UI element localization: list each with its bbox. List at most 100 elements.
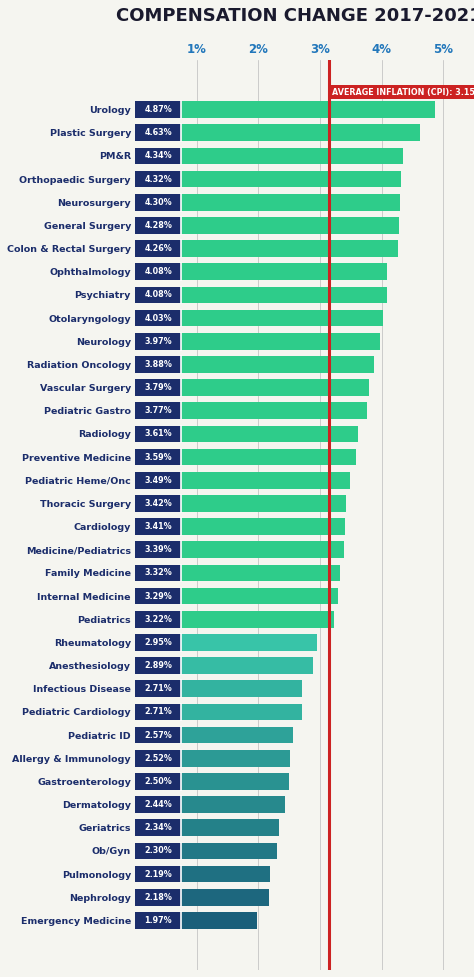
Text: 3.97%: 3.97%	[145, 337, 172, 346]
Bar	[135, 124, 182, 141]
Bar	[135, 495, 346, 512]
Text: 2.18%: 2.18%	[144, 893, 172, 902]
Bar	[135, 703, 182, 720]
Bar	[135, 912, 182, 929]
Bar	[135, 426, 182, 443]
Bar	[135, 912, 256, 929]
Bar	[135, 240, 398, 257]
Bar	[135, 749, 291, 767]
Bar	[135, 333, 380, 350]
Bar	[135, 426, 357, 443]
Bar	[135, 356, 182, 372]
Bar	[135, 264, 387, 280]
Bar	[135, 634, 317, 651]
Bar	[135, 310, 182, 326]
Text: 3.29%: 3.29%	[145, 591, 172, 601]
Text: 3.22%: 3.22%	[144, 615, 172, 623]
Bar	[135, 820, 182, 836]
Text: 2.71%: 2.71%	[145, 707, 172, 716]
Bar	[135, 634, 182, 651]
Text: 4.08%: 4.08%	[145, 290, 172, 299]
Text: 2.52%: 2.52%	[144, 753, 172, 763]
Text: 4.30%: 4.30%	[145, 197, 172, 207]
Bar	[135, 403, 182, 419]
Bar	[135, 217, 399, 234]
Text: 3.49%: 3.49%	[145, 476, 172, 485]
Text: 3.77%: 3.77%	[145, 406, 172, 415]
Bar	[135, 217, 182, 234]
Bar	[135, 611, 334, 627]
Bar	[135, 820, 279, 836]
Bar	[135, 889, 269, 906]
Bar	[135, 866, 182, 882]
Bar	[135, 518, 345, 534]
Bar	[135, 148, 402, 164]
Bar	[135, 842, 182, 859]
Text: 3.41%: 3.41%	[145, 522, 172, 531]
Text: 4.26%: 4.26%	[145, 244, 172, 253]
Bar	[135, 866, 270, 882]
Text: 2.19%: 2.19%	[145, 870, 172, 878]
Text: 1.97%: 1.97%	[145, 915, 172, 925]
Bar	[135, 286, 387, 303]
Text: 2.34%: 2.34%	[145, 824, 172, 832]
Bar	[135, 193, 182, 211]
Bar	[135, 403, 367, 419]
Bar	[135, 727, 182, 743]
Bar	[135, 240, 182, 257]
Bar	[135, 333, 182, 350]
Bar	[135, 472, 182, 488]
Text: 2.44%: 2.44%	[145, 800, 172, 809]
Text: AVERAGE INFLATION (CPI): 3.15%: AVERAGE INFLATION (CPI): 3.15%	[332, 88, 474, 97]
Bar	[135, 193, 400, 211]
Bar	[135, 286, 182, 303]
Bar	[135, 680, 302, 697]
Bar	[135, 658, 313, 674]
Text: 3.39%: 3.39%	[145, 545, 172, 554]
Bar	[135, 703, 302, 720]
Bar	[135, 889, 182, 906]
Bar	[135, 102, 435, 118]
Bar	[135, 588, 182, 605]
Bar	[135, 727, 293, 743]
Text: 3.32%: 3.32%	[145, 569, 172, 577]
Bar	[135, 472, 350, 488]
Bar	[135, 658, 182, 674]
Text: 3.61%: 3.61%	[145, 429, 172, 439]
Text: 2.50%: 2.50%	[145, 777, 172, 786]
Text: 2.57%: 2.57%	[145, 731, 172, 740]
Text: 4.03%: 4.03%	[145, 314, 172, 322]
Text: 4.87%: 4.87%	[145, 106, 172, 114]
Text: 2.71%: 2.71%	[145, 684, 172, 694]
Bar	[135, 588, 338, 605]
Bar	[135, 749, 182, 767]
Bar	[135, 264, 182, 280]
Text: 2.95%: 2.95%	[145, 638, 172, 647]
Bar	[135, 310, 383, 326]
Bar	[135, 448, 182, 465]
Text: 4.08%: 4.08%	[145, 267, 172, 276]
Bar	[135, 796, 182, 813]
Text: 3.79%: 3.79%	[145, 383, 172, 392]
Bar	[135, 171, 401, 188]
Bar	[135, 541, 344, 558]
Text: 4.63%: 4.63%	[145, 128, 172, 137]
Text: 4.32%: 4.32%	[145, 175, 172, 184]
Bar	[135, 171, 182, 188]
Text: 3.42%: 3.42%	[145, 499, 172, 508]
Title: COMPENSATION CHANGE 2017-2021: COMPENSATION CHANGE 2017-2021	[116, 7, 474, 25]
Bar	[135, 541, 182, 558]
Bar	[135, 102, 182, 118]
Bar	[135, 495, 182, 512]
Bar	[135, 611, 182, 627]
Text: 4.28%: 4.28%	[144, 221, 172, 230]
Bar	[135, 518, 182, 534]
Text: 3.88%: 3.88%	[144, 360, 172, 369]
Bar	[135, 796, 285, 813]
Bar	[135, 379, 182, 396]
Text: 4.34%: 4.34%	[145, 151, 172, 160]
Bar	[135, 773, 182, 789]
Bar	[135, 565, 182, 581]
Bar	[135, 565, 340, 581]
Text: 2.30%: 2.30%	[145, 846, 172, 855]
